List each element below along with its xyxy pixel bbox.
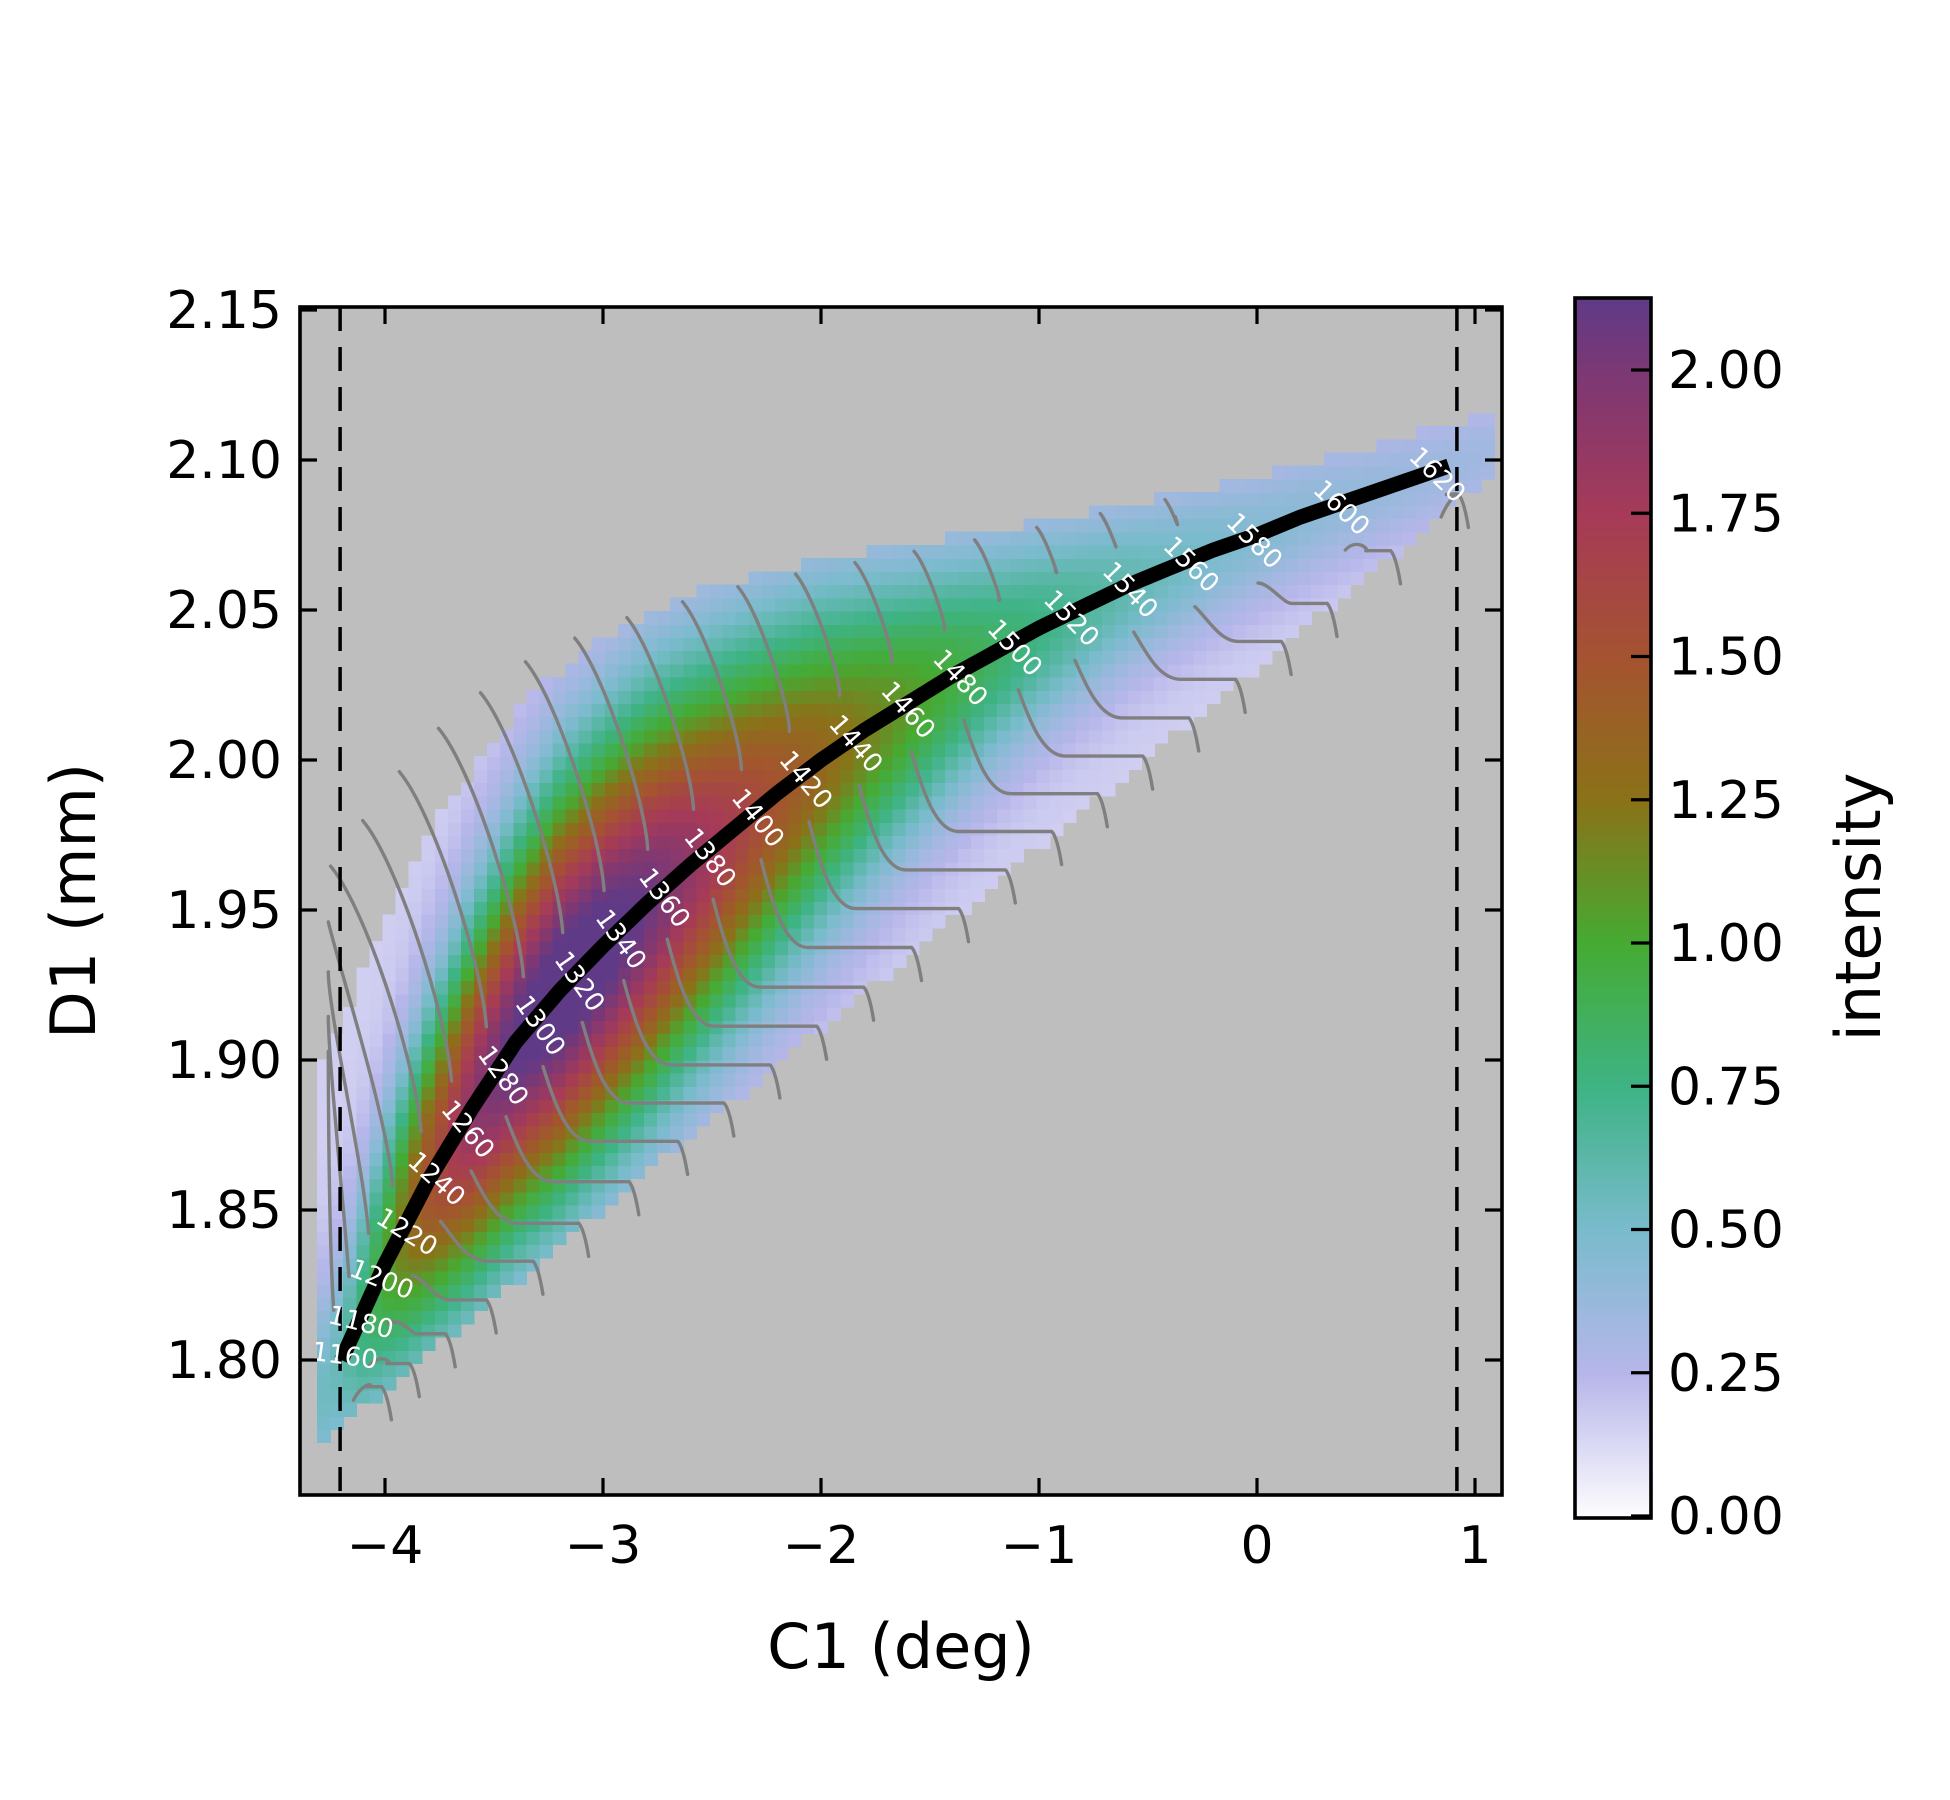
colorbar-tick-1.25: 1.25 <box>1668 771 1784 831</box>
tick-labels: −4 −3 −2 −1 0 1 2.15 2.10 2.05 2.00 1.95 1.90 1.85 1.… <box>166 281 1491 1576</box>
x-axis-label: C1 (deg) <box>767 1610 1035 1683</box>
y-tick-1.90: 1.90 <box>166 1031 282 1091</box>
x-tick-−2: −2 <box>783 1516 860 1576</box>
y-tick-2.15: 2.15 <box>166 281 282 341</box>
y-tick-1.80: 1.80 <box>166 1331 282 1391</box>
y-tick-2.00: 2.00 <box>166 731 282 791</box>
colorbar: 2.00 1.75 1.50 1.25 1.00 0.75 0.50 0.25 0.00 <box>1573 296 1784 1547</box>
x-tick-0: 0 <box>1240 1516 1273 1576</box>
x-tick-−1: −1 <box>1001 1516 1078 1576</box>
x-tick-−4: −4 <box>347 1516 424 1576</box>
colorbar-tick-1.75: 1.75 <box>1668 484 1784 544</box>
colorbar-tick-1.50: 1.50 <box>1668 628 1784 688</box>
y-tick-1.95: 1.95 <box>166 881 282 941</box>
colorbar-tick-0.50: 0.50 <box>1668 1201 1784 1261</box>
colorbar-tick-0.25: 0.25 <box>1668 1344 1784 1404</box>
colorbar-tick-0.00: 0.00 <box>1668 1487 1784 1547</box>
axes-frame <box>298 305 1504 1497</box>
y-tick-2.05: 2.05 <box>166 581 282 641</box>
colorbar-label: intensity <box>1822 773 1895 1042</box>
x-tick-1: 1 <box>1458 1516 1491 1576</box>
colorbar-tick-2.00: 2.00 <box>1668 341 1784 401</box>
ridge-curve <box>334 458 1452 1364</box>
colorbar-tick-1.00: 1.00 <box>1668 914 1784 974</box>
colorbar-tick-0.75: 0.75 <box>1668 1057 1784 1117</box>
contour-lines <box>326 492 1471 1422</box>
y-axis-label: D1 (mm) <box>37 763 110 1039</box>
y-tick-1.85: 1.85 <box>166 1181 282 1241</box>
y-tick-2.10: 2.10 <box>166 431 282 491</box>
x-tick-−3: −3 <box>565 1516 642 1576</box>
